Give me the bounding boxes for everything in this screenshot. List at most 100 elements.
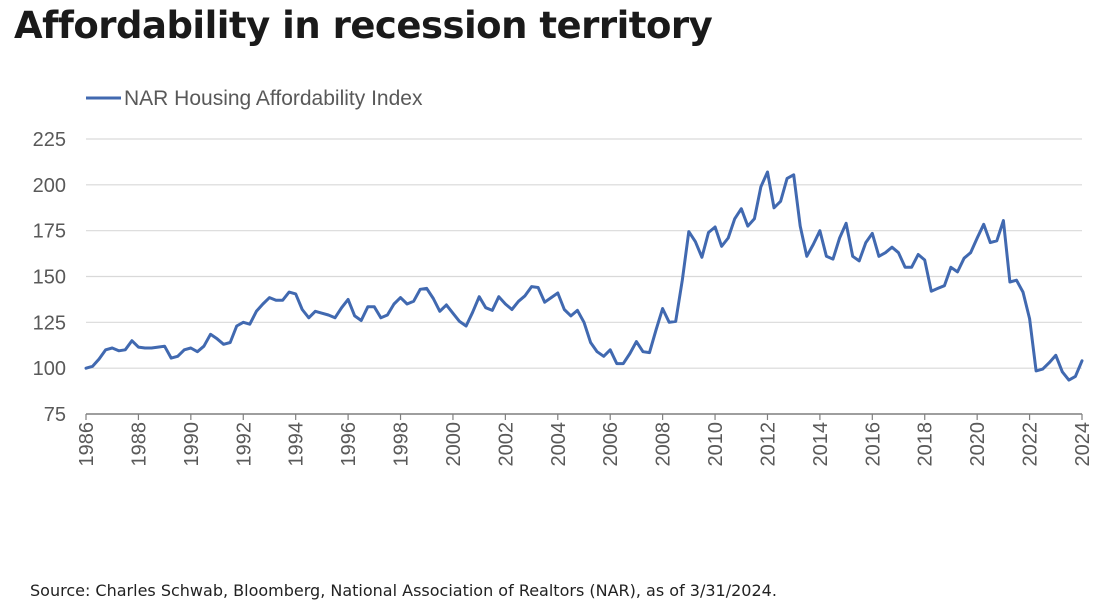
data-point-147 <box>1048 361 1051 364</box>
data-point-73 <box>563 308 566 311</box>
data-point-130 <box>936 287 939 290</box>
data-point-7 <box>130 339 134 342</box>
data-point-121 <box>877 255 881 258</box>
data-point-83 <box>628 352 632 355</box>
data-point-80 <box>609 348 612 351</box>
data-point-1 <box>91 365 94 368</box>
data-point-6 <box>124 348 127 351</box>
x-tick-label-1996: 1996 <box>338 422 360 467</box>
data-point-126 <box>910 266 913 269</box>
x-tick-label-1994: 1994 <box>286 422 308 467</box>
data-point-18 <box>202 345 206 348</box>
line-chart: 75 100 125 150 175 200 225 1986 1988 1990 1992 199… <box>33 87 1094 467</box>
data-point-120 <box>871 232 874 235</box>
data-point-53 <box>432 297 435 300</box>
data-point-103 <box>759 185 763 188</box>
data-point-114 <box>831 257 835 261</box>
data-point-110 <box>805 255 808 258</box>
data-point-138 <box>989 241 992 244</box>
data-point-79 <box>602 355 605 358</box>
data-point-12 <box>163 345 166 348</box>
data-point-150 <box>1067 378 1071 382</box>
x-axis-ticks: 1986 1988 1990 1992 1994 1996 1998 2000 2002 2004… <box>76 414 1094 467</box>
data-point-77 <box>589 341 592 344</box>
legend: NAR Housing Affordability Index <box>86 87 423 110</box>
data-point-90 <box>674 320 677 323</box>
y-axis-ticks: 75 100 125 150 175 200 225 <box>33 129 66 426</box>
data-point-75 <box>576 309 579 312</box>
data-point-23 <box>235 324 238 328</box>
data-point-95 <box>707 231 710 234</box>
data-point-72 <box>556 291 559 295</box>
data-point-49 <box>405 302 409 306</box>
data-point-9 <box>143 346 147 350</box>
data-point-93 <box>694 240 697 243</box>
series-group <box>84 170 1084 382</box>
data-point-144 <box>1028 317 1031 320</box>
data-point-64 <box>504 302 507 306</box>
data-point-39 <box>340 306 343 309</box>
data-point-34 <box>307 316 310 319</box>
data-point-68 <box>530 285 533 288</box>
data-point-106 <box>779 200 782 203</box>
x-tick-label-2018: 2018 <box>915 422 937 467</box>
data-point-20 <box>215 337 219 340</box>
data-point-14 <box>176 355 179 358</box>
data-point-35 <box>314 310 317 313</box>
x-tick-label-1986: 1986 <box>76 422 98 467</box>
data-point-55 <box>445 303 448 307</box>
x-tick-label-2008: 2008 <box>653 422 675 467</box>
data-point-5 <box>117 349 121 352</box>
data-point-118 <box>858 259 861 263</box>
x-tick-label-2012: 2012 <box>757 422 779 467</box>
data-point-119 <box>864 241 867 244</box>
data-point-36 <box>320 312 324 315</box>
data-point-129 <box>930 290 933 293</box>
data-point-132 <box>949 266 953 269</box>
data-point-65 <box>510 308 514 311</box>
data-point-51 <box>419 288 422 291</box>
x-tick-label-2020: 2020 <box>967 422 989 467</box>
data-point-128 <box>923 258 926 262</box>
data-point-140 <box>1002 219 1005 222</box>
y-tick-label-175: 175 <box>33 221 66 243</box>
data-point-11 <box>156 345 160 349</box>
data-point-101 <box>746 224 749 228</box>
data-point-67 <box>523 294 527 297</box>
source-note: Source: Charles Schwab, Bloomberg, Natio… <box>30 581 777 600</box>
data-point-92 <box>687 230 690 233</box>
data-point-29 <box>274 299 278 302</box>
data-point-26 <box>255 310 258 313</box>
data-point-70 <box>543 301 546 304</box>
data-point-117 <box>851 255 854 258</box>
data-point-3 <box>104 348 107 351</box>
data-point-124 <box>897 251 900 254</box>
data-point-0 <box>84 367 88 370</box>
data-point-102 <box>753 217 756 220</box>
data-point-16 <box>189 346 192 350</box>
data-point-17 <box>196 350 199 353</box>
data-point-38 <box>333 316 337 319</box>
data-point-2 <box>97 357 101 361</box>
data-point-148 <box>1054 354 1058 357</box>
data-point-149 <box>1061 370 1064 373</box>
data-point-4 <box>111 346 114 350</box>
data-point-54 <box>438 310 441 313</box>
data-point-141 <box>1008 280 1012 284</box>
x-tick-label-2016: 2016 <box>862 422 884 467</box>
data-point-19 <box>209 333 212 336</box>
data-point-89 <box>668 321 671 324</box>
data-point-139 <box>995 239 998 242</box>
y-tick-label-225: 225 <box>33 129 66 151</box>
data-point-116 <box>844 222 848 225</box>
x-tick-label-2000: 2000 <box>443 422 465 467</box>
data-point-69 <box>536 286 540 289</box>
data-point-143 <box>1021 290 1025 294</box>
data-point-152 <box>1080 359 1084 362</box>
y-tick-label-100: 100 <box>33 358 66 380</box>
data-point-112 <box>818 229 822 232</box>
data-point-111 <box>812 243 815 246</box>
gridlines <box>86 138 1082 369</box>
data-point-85 <box>641 350 645 353</box>
y-tick-label-125: 125 <box>33 312 66 334</box>
